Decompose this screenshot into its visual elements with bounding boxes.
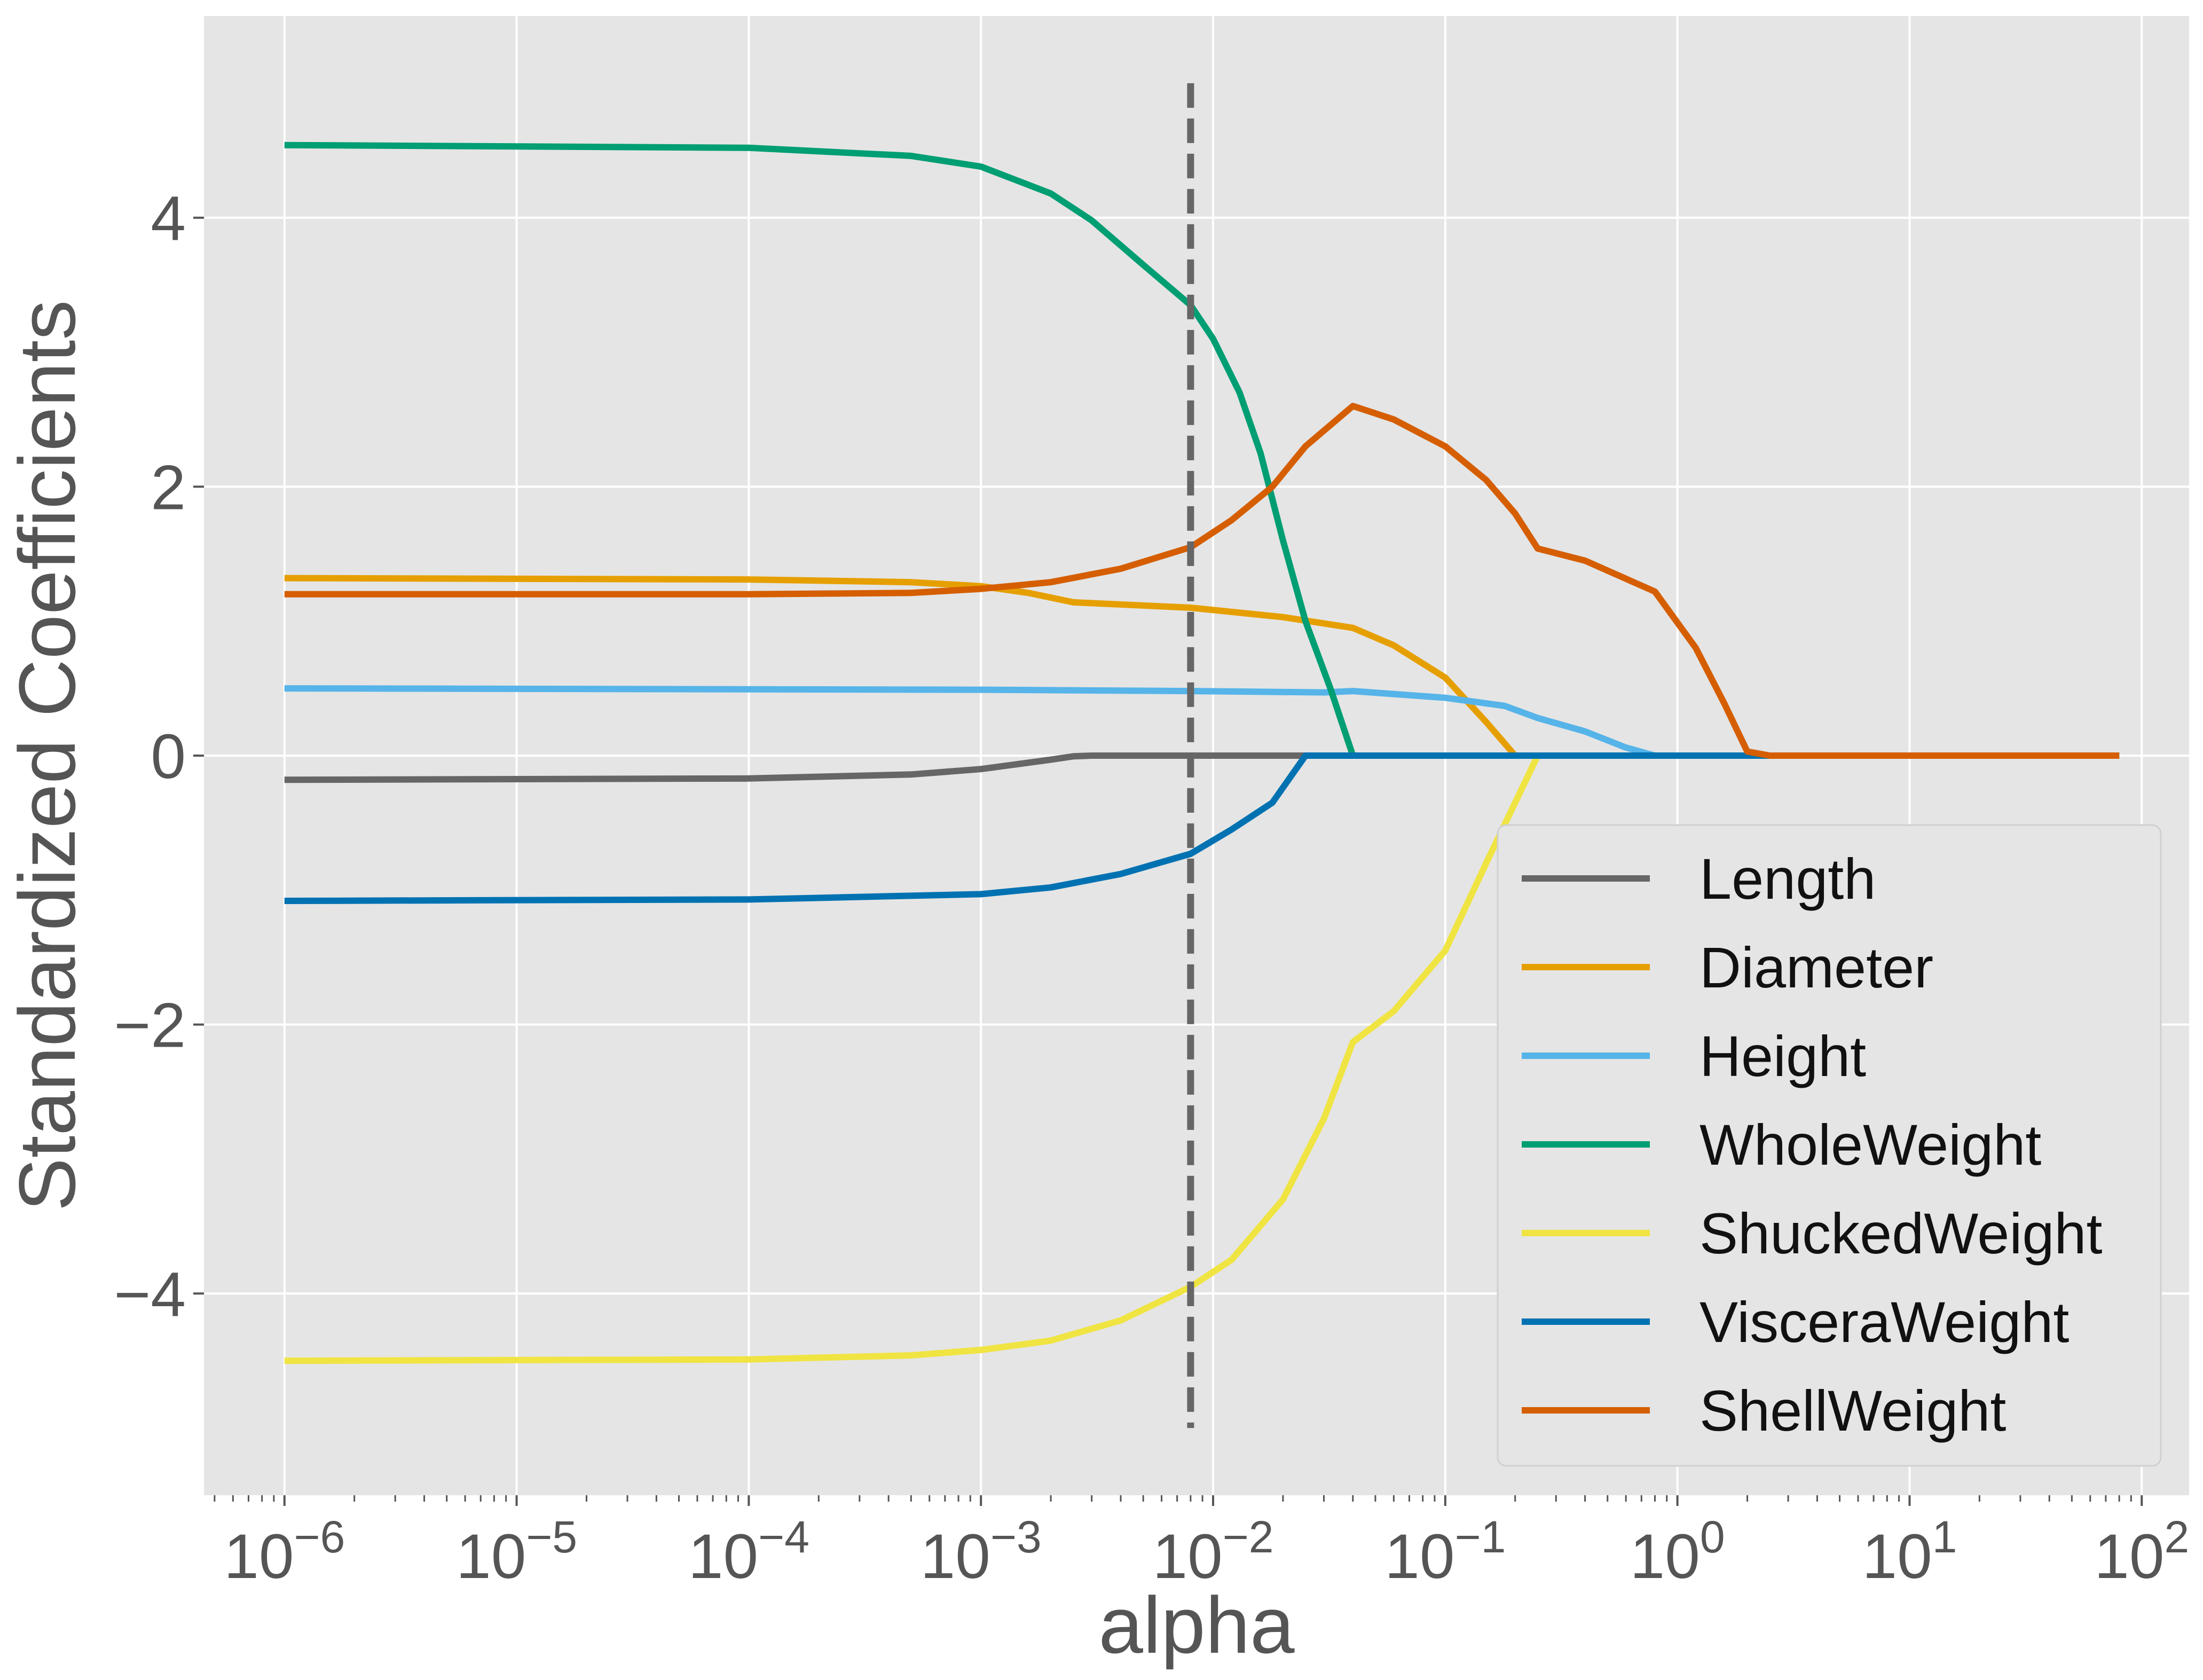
series-line-visceraweight <box>284 752 2120 904</box>
series-lines <box>284 142 2120 1364</box>
y-tick-label: 2 <box>151 452 186 523</box>
legend-label-wholeweight: WholeWeight <box>1700 1112 2041 1177</box>
grid-lines <box>204 16 2189 1495</box>
x-tick-label: 10−6 <box>224 1512 345 1592</box>
series-line-wholeweight <box>284 142 2120 759</box>
series-line-shellweight <box>284 403 2120 759</box>
x-tick-label: 101 <box>1862 1512 1957 1592</box>
x-tick-labels: 10−6 10−5 10−4 10−3 10−2 10−1 100 101 102 <box>224 1512 2189 1592</box>
y-tick-label: −4 <box>114 1259 186 1330</box>
x-tick-label: 10−5 <box>456 1512 577 1592</box>
legend-label-shellweight: ShellWeight <box>1700 1378 2006 1443</box>
legend-label-visceraweight: VisceraWeight <box>1700 1290 2069 1354</box>
x-tick-label: 10−3 <box>920 1512 1042 1592</box>
series-line-length <box>284 752 2120 783</box>
x-tick-label: 102 <box>2094 1512 2189 1592</box>
x-axis-label: alpha <box>1098 1580 1295 1670</box>
y-tick-label: −2 <box>114 991 186 1061</box>
x-minor-ticks <box>214 1495 2143 1506</box>
series-line-diameter <box>284 575 2120 759</box>
x-tick-label: 10−1 <box>1384 1512 1506 1592</box>
x-tick-label: 10−2 <box>1152 1512 1273 1592</box>
x-tick-label: 100 <box>1630 1512 1725 1592</box>
legend-label-height: Height <box>1700 1024 1866 1088</box>
legend-label-length: Length <box>1700 846 1876 911</box>
series-line-shuckedweight <box>284 752 2120 1364</box>
legend: Length Diameter Height WholeWeight ShuckedWe… <box>1497 824 2162 1467</box>
x-tick-label: 10−4 <box>688 1512 809 1592</box>
y-tick-labels: 4 2 0 −2 −4 <box>114 184 204 1330</box>
y-tick-label: 4 <box>151 184 186 254</box>
y-tick-label: 0 <box>151 721 186 792</box>
y-axis-label: Standardized Coefficients <box>2 300 92 1212</box>
series-line-height <box>284 685 2120 759</box>
legend-label-diameter: Diameter <box>1700 935 1933 1000</box>
legend-box <box>1497 824 2162 1467</box>
legend-label-shuckedweight: ShuckedWeight <box>1700 1201 2102 1266</box>
